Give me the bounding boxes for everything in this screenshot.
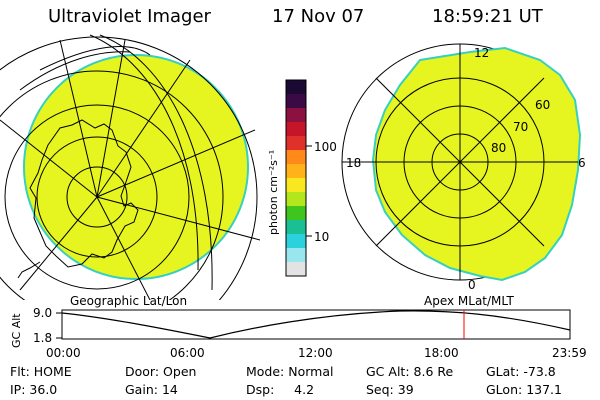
uv-image-disk: [23, 54, 249, 280]
colorbar-segment: [286, 192, 306, 207]
date-label: 17 Nov 07: [272, 6, 365, 27]
mlt-grid: [342, 44, 578, 280]
colorbar-segment: [286, 150, 306, 165]
time-label: 18:59:21 UT: [432, 6, 543, 27]
colorbar-segment: [286, 94, 306, 109]
colorbar-segment: [286, 234, 306, 249]
info-gain: Gain: 14: [125, 382, 178, 397]
info-flt: Flt: HOME: [10, 364, 72, 379]
mlt-label-6: 6: [578, 156, 586, 170]
alt-xtick-0600: 06:00: [170, 346, 205, 360]
info-glat: GLat: -73.8: [486, 364, 556, 379]
alt-xtick-0000: 00:00: [46, 346, 81, 360]
mlt-label-12: 12: [474, 46, 490, 60]
info-dsp: Dsp: 4.2: [246, 382, 315, 397]
app-title: Ultraviolet Imager: [48, 6, 211, 27]
mlat-label-80: 80: [491, 141, 507, 155]
colorbar-unit-label: photon cm⁻²s⁻¹: [267, 150, 280, 235]
mlat-label-70: 70: [513, 120, 529, 134]
alt-ytick-min: 1.8: [33, 331, 53, 345]
colorbar: photon cm⁻²s⁻¹: [267, 79, 312, 277]
right-panel-caption: Apex MLat/MLT: [424, 294, 514, 308]
info-seq: Seq: 39: [366, 382, 414, 397]
coastline: [29, 119, 139, 268]
colorbar-segment: [286, 108, 306, 123]
orbit-traces: [19, 34, 213, 291]
mlat-label-60: 60: [535, 98, 551, 112]
alt-xtick-1200: 12:00: [298, 346, 333, 360]
info-door: Door: Open: [125, 364, 197, 379]
latitude-grid: [0, 36, 258, 300]
colorbar-label-10: 10: [314, 230, 330, 244]
colorbar-segment: [286, 178, 306, 193]
colorbar-segment: [286, 80, 306, 95]
colorbar-segment: [286, 248, 306, 263]
apex-polar-panel: [341, 43, 582, 282]
alt-xtick-2359: 23:59: [552, 346, 587, 360]
colorbar-segment: [286, 206, 306, 221]
left-panel-caption: Geographic Lat/Lon: [70, 294, 188, 308]
colorbar-label-100: 100: [314, 140, 337, 154]
colorbar-segment: [286, 136, 306, 151]
alt-ytick-max: 9.0: [33, 306, 53, 320]
info-glon: GLon: 137.1: [486, 382, 562, 397]
altitude-plot: GC Alt: [10, 309, 571, 348]
altitude-ylabel: GC Alt: [10, 313, 23, 348]
geographic-map-panel: [0, 34, 260, 300]
colorbar-segment: [286, 122, 306, 137]
info-mode: Mode: Normal: [246, 364, 334, 379]
longitude-grid: [0, 39, 260, 300]
colorbar-segment: [286, 220, 306, 235]
colorbar-segment: [286, 262, 306, 277]
alt-xtick-1800: 18:00: [424, 346, 459, 360]
mlt-label-0: 0: [468, 278, 476, 292]
mlt-label-18: 18: [346, 156, 362, 170]
polar-uv-image: [371, 46, 582, 282]
info-gc-alt: GC Alt: 8.6 Re: [366, 364, 454, 379]
colorbar-segment: [286, 164, 306, 179]
info-ip: IP: 36.0: [10, 382, 58, 397]
peninsula-coastline: [17, 261, 41, 279]
altitude-plot-frame: [61, 309, 571, 340]
altitude-curve: [61, 310, 571, 339]
